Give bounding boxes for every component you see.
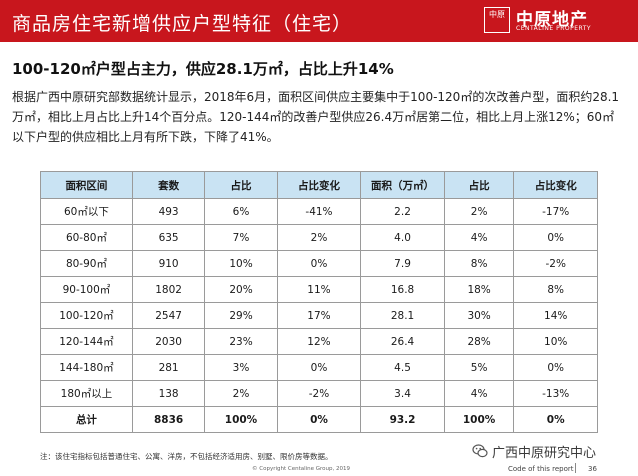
logo-name-cn: 中原地产 [516, 10, 588, 30]
table-header-cell: 占比 [443, 171, 515, 199]
table-cell: -2% [276, 380, 362, 407]
table-cell: 180㎡以上 [40, 380, 133, 407]
table-cell: 0% [513, 354, 598, 381]
table-row: 60-80㎡ 635 7% 2% 4.0 4% 0% [40, 224, 598, 251]
table-cell: -41% [276, 198, 362, 225]
table-cell: 28% [443, 328, 515, 355]
copyright-text: © Copyright Centaline Group, 2019 [252, 466, 351, 472]
watermark-text: 广西中原研究中心 [492, 446, 597, 461]
table-cell: 120-144㎡ [40, 328, 133, 355]
table-total-row: 总计 8836 100% 0% 93.2 100% 0% [40, 406, 598, 433]
table-cell: 144-180㎡ [40, 354, 133, 381]
table-cell: 8836 [131, 406, 206, 433]
table-cell: 910 [131, 250, 206, 277]
table-cell: 28.1 [360, 302, 445, 329]
logo-name-en: CENTALINE PROPERTY [516, 25, 592, 32]
table-cell: 18% [443, 276, 515, 303]
table-cell: 90-100㎡ [40, 276, 133, 303]
table-cell: 17% [276, 302, 362, 329]
table-cell: 23% [204, 328, 278, 355]
table-header-cell: 面积区间 [40, 171, 133, 199]
table-row: 144-180㎡ 281 3% 0% 4.5 5% 0% [40, 354, 598, 381]
table-header-cell: 占比变化 [513, 171, 598, 199]
table-cell: 60-80㎡ [40, 224, 133, 251]
table-header-cell: 占比 [204, 171, 278, 199]
page-title: 商品房住宅新增供应户型特征（住宅） [12, 13, 353, 35]
table-cell: 2030 [131, 328, 206, 355]
table-cell: 0% [276, 250, 362, 277]
table-cell: 7% [204, 224, 278, 251]
table-cell: 8% [443, 250, 515, 277]
table-cell: 总计 [40, 406, 133, 433]
table-cell: 80-90㎡ [40, 250, 133, 277]
report-code: Code of this report [508, 465, 574, 473]
table-cell: 2.2 [360, 198, 445, 225]
header-bar: 商品房住宅新增供应户型特征（住宅） 中原 中原地产 CENTALINE PROP… [0, 0, 638, 42]
table-cell: 93.2 [360, 406, 445, 433]
table-cell: 2547 [131, 302, 206, 329]
table-row: 90-100㎡ 1802 20% 11% 16.8 18% 8% [40, 276, 598, 303]
page-number: 36 [588, 465, 597, 473]
table-header-cell: 占比变化 [276, 171, 362, 199]
table-row: 120-144㎡ 2030 23% 12% 26.4 28% 10% [40, 328, 598, 355]
table-cell: 100% [204, 406, 278, 433]
table-cell: 0% [276, 354, 362, 381]
table-cell: -2% [513, 250, 598, 277]
table-cell: 493 [131, 198, 206, 225]
table-cell: 4.5 [360, 354, 445, 381]
table-cell: 281 [131, 354, 206, 381]
table-cell: 30% [443, 302, 515, 329]
centaline-logo: 中原 中原地产 CENTALINE PROPERTY [484, 6, 630, 36]
table-cell: 5% [443, 354, 515, 381]
table-cell: 11% [276, 276, 362, 303]
table-row: 100-120㎡ 2547 29% 17% 28.1 30% 14% [40, 302, 598, 329]
table-cell: 26.4 [360, 328, 445, 355]
summary-paragraph: 根据广西中原研究部数据统计显示，2018年6月，面积区间供应主要集中于100-1… [12, 90, 620, 144]
table-cell: 0% [276, 406, 362, 433]
table-cell: 4% [443, 380, 515, 407]
table-header-cell: 面积（万㎡） [360, 171, 445, 199]
table-cell: 0% [513, 224, 598, 251]
table-cell: 6% [204, 198, 278, 225]
table-cell: 100% [443, 406, 515, 433]
table-cell: 8% [513, 276, 598, 303]
table-cell: -13% [513, 380, 598, 407]
table-cell: -17% [513, 198, 598, 225]
table-cell: 60㎡以下 [40, 198, 133, 225]
table-cell: 16.8 [360, 276, 445, 303]
supply-table: 面积区间 套数 占比 占比变化 面积（万㎡） 占比 占比变化 60㎡以下 493… [40, 171, 598, 433]
table-cell: 100-120㎡ [40, 302, 133, 329]
table-header-cell: 套数 [131, 171, 206, 199]
table-cell: 1802 [131, 276, 206, 303]
table-cell: 7.9 [360, 250, 445, 277]
table-cell: 0% [513, 406, 598, 433]
table-cell: 29% [204, 302, 278, 329]
table-cell: 2% [276, 224, 362, 251]
table-cell: 3% [204, 354, 278, 381]
table-cell: 4% [443, 224, 515, 251]
wechat-icon [472, 444, 488, 458]
table-cell: 10% [204, 250, 278, 277]
table-cell: 4.0 [360, 224, 445, 251]
table-cell: 12% [276, 328, 362, 355]
table-row: 80-90㎡ 910 10% 0% 7.9 8% -2% [40, 250, 598, 277]
table-cell: 3.4 [360, 380, 445, 407]
table-cell: 2% [443, 198, 515, 225]
page-divider [575, 463, 576, 473]
table-cell: 20% [204, 276, 278, 303]
table-header-row: 面积区间 套数 占比 占比变化 面积（万㎡） 占比 占比变化 [40, 171, 598, 199]
table-row: 180㎡以上 138 2% -2% 3.4 4% -13% [40, 380, 598, 407]
logo-seal-icon: 中原 [484, 7, 510, 33]
table-row: 60㎡以下 493 6% -41% 2.2 2% -17% [40, 198, 598, 225]
table-cell: 14% [513, 302, 598, 329]
footnote: 注：该住宅指标包括普通住宅、公寓、洋房，不包括经济适用房、别墅、限价房等数据。 [40, 452, 333, 461]
table-cell: 138 [131, 380, 206, 407]
headline: 100-120㎡户型占主力，供应28.1万㎡，占比上升14% [12, 60, 394, 78]
table-cell: 10% [513, 328, 598, 355]
table-cell: 635 [131, 224, 206, 251]
table-cell: 2% [204, 380, 278, 407]
